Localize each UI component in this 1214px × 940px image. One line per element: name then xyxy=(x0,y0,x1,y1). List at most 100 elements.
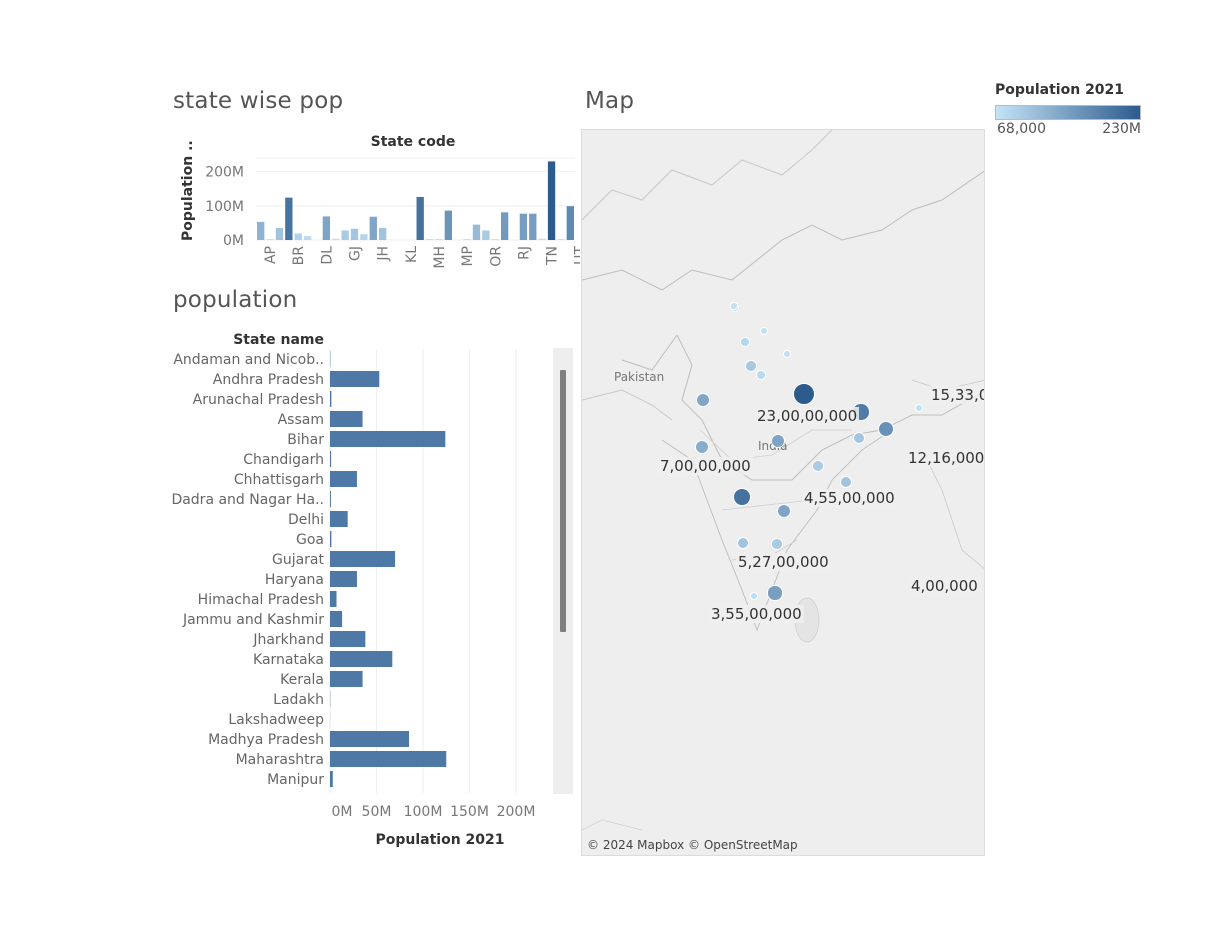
x-tick-label: 50M xyxy=(362,804,392,820)
bar[interactable] xyxy=(529,213,537,240)
bar[interactable] xyxy=(330,411,363,427)
category-label: Lakshadweep xyxy=(228,712,324,728)
bar[interactable] xyxy=(369,216,377,240)
x-tick-label: BR xyxy=(291,246,307,266)
bar[interactable] xyxy=(491,239,499,240)
category-label: Kerala xyxy=(280,672,324,688)
bar[interactable] xyxy=(425,238,434,240)
bar[interactable] xyxy=(538,238,546,240)
bar[interactable] xyxy=(330,431,446,447)
map-symbol[interactable] xyxy=(760,327,768,335)
bar[interactable] xyxy=(330,591,337,607)
map-symbol[interactable] xyxy=(736,536,750,550)
bar[interactable] xyxy=(519,213,528,240)
bar[interactable] xyxy=(266,239,274,240)
x-axis-title: Population 2021 xyxy=(375,832,504,848)
bar[interactable] xyxy=(257,221,265,240)
map-symbol[interactable] xyxy=(771,538,783,550)
category-label: Assam xyxy=(278,412,324,428)
bar[interactable] xyxy=(330,651,393,667)
map-value-label: 23,00,00,000 xyxy=(755,407,860,425)
map-symbol[interactable] xyxy=(694,439,710,455)
bar[interactable] xyxy=(341,230,349,240)
map-symbol[interactable] xyxy=(767,585,783,601)
bar[interactable] xyxy=(330,491,331,507)
bar[interactable] xyxy=(482,230,490,240)
y-tick-label: 100M xyxy=(205,199,244,215)
bar[interactable] xyxy=(330,451,332,467)
bar[interactable] xyxy=(303,236,312,240)
bar[interactable] xyxy=(332,238,340,240)
x-tick-label: JH xyxy=(376,246,392,262)
category-label: Manipur xyxy=(267,772,324,788)
map-symbol[interactable] xyxy=(852,431,866,445)
map-symbol[interactable] xyxy=(770,433,786,449)
bar[interactable] xyxy=(285,197,293,240)
map-symbol[interactable] xyxy=(733,488,751,506)
map-symbol[interactable] xyxy=(740,337,750,347)
bar[interactable] xyxy=(500,212,509,240)
bar[interactable] xyxy=(294,233,302,240)
bar[interactable] xyxy=(330,511,348,527)
category-label: Haryana xyxy=(265,572,324,588)
bar[interactable] xyxy=(444,210,452,240)
map-panel[interactable]: Pakistan India 23,00,00,000 7,00,00,000 … xyxy=(581,129,985,856)
map-title: Map xyxy=(585,88,635,114)
x-tick-label: KL xyxy=(404,246,420,263)
map-symbol[interactable] xyxy=(877,420,894,437)
bar[interactable] xyxy=(330,571,357,587)
category-label: Maharashtra xyxy=(236,752,324,768)
map-symbol[interactable] xyxy=(695,392,711,408)
map-symbol[interactable] xyxy=(812,460,824,472)
y-tick-label: 200M xyxy=(205,165,244,181)
map-symbol[interactable] xyxy=(793,383,815,405)
bar[interactable] xyxy=(416,196,424,240)
bar[interactable] xyxy=(472,224,481,240)
bar[interactable] xyxy=(330,611,343,627)
bar[interactable] xyxy=(360,234,368,240)
bar[interactable] xyxy=(330,391,332,407)
map-symbol[interactable] xyxy=(730,302,738,310)
bar[interactable] xyxy=(350,228,359,240)
category-label: Ladakh xyxy=(273,692,324,708)
map-symbol[interactable] xyxy=(745,360,757,372)
x-tick-label: DL xyxy=(319,246,335,265)
x-tick-label: GJ xyxy=(348,246,364,261)
bar[interactable] xyxy=(557,239,565,240)
legend-title: Population 2021 xyxy=(995,82,1125,98)
bar[interactable] xyxy=(435,238,443,240)
bar[interactable] xyxy=(330,471,357,487)
map-symbol[interactable] xyxy=(776,503,792,519)
category-label: Bihar xyxy=(287,432,324,448)
map-symbol[interactable] xyxy=(756,370,766,380)
map-symbol[interactable] xyxy=(783,350,791,358)
bar[interactable] xyxy=(330,631,366,647)
map-symbol[interactable] xyxy=(749,591,759,601)
bar[interactable] xyxy=(330,751,447,767)
x-tick-label: 0M xyxy=(332,804,353,820)
bar[interactable] xyxy=(463,238,471,240)
bar[interactable] xyxy=(547,161,556,240)
bar[interactable] xyxy=(566,206,574,240)
bar[interactable] xyxy=(322,216,331,240)
bar[interactable] xyxy=(330,531,332,547)
x-tick-label: 100M xyxy=(404,804,443,820)
scrollbar-thumb[interactable] xyxy=(560,370,566,632)
bar[interactable] xyxy=(330,731,410,747)
x-tick-label: 200M xyxy=(497,804,536,820)
legend-max-label: 230M xyxy=(1102,121,1141,137)
bar[interactable] xyxy=(330,371,380,387)
category-label: Delhi xyxy=(288,512,324,528)
map-symbol[interactable] xyxy=(915,404,923,412)
bar[interactable] xyxy=(275,228,284,240)
bar[interactable] xyxy=(330,671,363,687)
map-credit[interactable]: © 2024 Mapbox © OpenStreetMap xyxy=(587,838,798,852)
bar[interactable] xyxy=(330,551,396,567)
category-label: Karnataka xyxy=(253,652,324,668)
bar[interactable] xyxy=(330,771,333,787)
map-base xyxy=(582,130,984,831)
bar[interactable] xyxy=(379,228,387,240)
x-tick-label: AP xyxy=(263,246,279,264)
map-value-label: 3,55,00,000 xyxy=(709,605,804,623)
map-symbol[interactable] xyxy=(839,475,853,489)
